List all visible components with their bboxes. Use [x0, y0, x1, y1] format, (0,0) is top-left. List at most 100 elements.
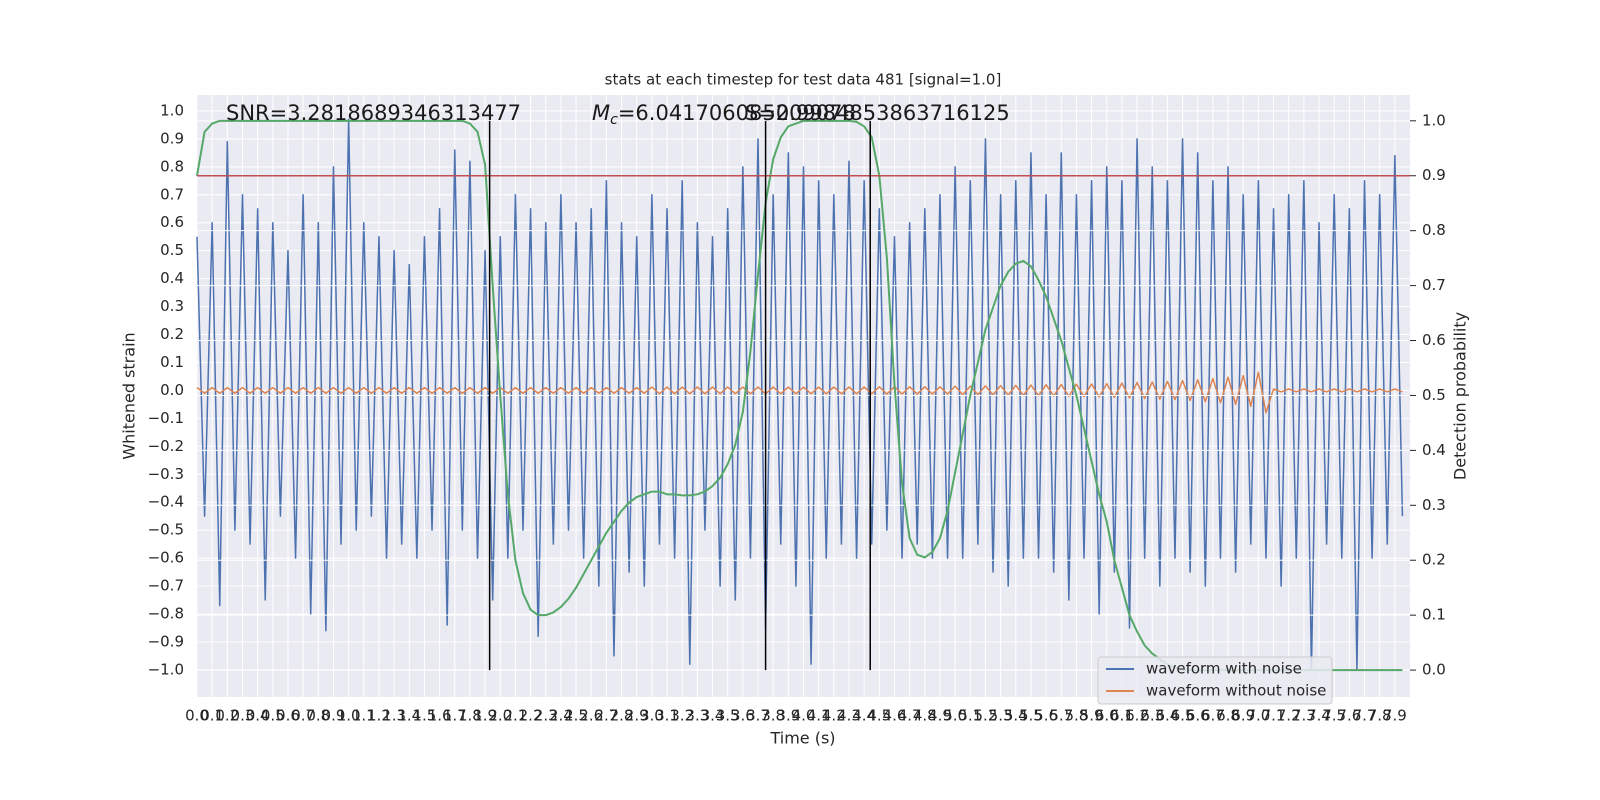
y2-tick-label: 0.6: [1422, 331, 1446, 349]
x-tick-label: 5.7: [1049, 707, 1073, 725]
x-tick-label: 6.1: [1110, 707, 1134, 725]
y2-tick-label: 0.4: [1422, 441, 1446, 459]
x-tick-label: 3.8: [761, 707, 785, 725]
series-line: [196, 371, 1403, 414]
x-tick-label: 4.8: [913, 707, 937, 725]
x-tick-label: 4.4: [852, 707, 876, 725]
x-tick-label: 7.9: [1383, 707, 1407, 725]
x-tick-label: 5.0: [943, 707, 967, 725]
y-tick-label: 0.2: [160, 325, 184, 343]
x-tick-label: 6.3: [1140, 707, 1164, 725]
y-tick-label: −0.1: [148, 409, 184, 427]
y-tick-label: −0.9: [148, 632, 184, 650]
x-tick-label: 6.9: [1231, 707, 1255, 725]
x-tick-label: 5.5: [1019, 707, 1043, 725]
x-tick-label: 7.8: [1368, 707, 1392, 725]
x-tick-label: 4.3: [837, 707, 861, 725]
annotation: SNR=3.2818689346313477: [226, 101, 521, 125]
y-tick-label: −1.0: [148, 660, 184, 678]
x-tick-label: 7.0: [1246, 707, 1270, 725]
x-tick-label: 0.8: [306, 707, 330, 725]
x-tick-label: 5.4: [1004, 707, 1028, 725]
x-tick-label: 7.5: [1322, 707, 1346, 725]
x-tick-label: 1.8: [458, 707, 482, 725]
y-tick-label: 1.0: [160, 101, 184, 119]
x-tick-label: 0.4: [246, 707, 270, 725]
y-tick-label: 0.8: [160, 157, 184, 175]
y2-tick-label: 0.3: [1422, 496, 1446, 514]
x-tick-label: 3.6: [731, 707, 755, 725]
x-tick-label: 0.9: [322, 707, 346, 725]
x-tick-label: 1.5: [413, 707, 437, 725]
y-tick-label: 0.5: [160, 241, 184, 259]
x-tick-label: 7.2: [1277, 707, 1301, 725]
x-tick-label: 1.4: [397, 707, 421, 725]
series-line: [196, 118, 1404, 671]
y-tick-label: −0.6: [148, 549, 184, 567]
x-tick-label: 5.8: [1064, 707, 1088, 725]
y-axis-label: Whitened strain: [120, 332, 139, 459]
x-tick-label: 3.5: [716, 707, 740, 725]
x-tick-label: 1.9: [473, 707, 497, 725]
x-tick-label: 2.0: [488, 707, 512, 725]
x-tick-label: 0.5: [261, 707, 285, 725]
x-tick-label: 0.6: [276, 707, 300, 725]
y-tick-label: −0.4: [148, 493, 184, 511]
x-tick-label: 5.6: [1034, 707, 1058, 725]
x-tick-label: 1.3: [382, 707, 406, 725]
x-tick-label: 6.6: [1186, 707, 1210, 725]
y-tick-label: 0.9: [160, 129, 184, 147]
x-tick-label: 3.1: [655, 707, 679, 725]
x-tick-label: 3.7: [746, 707, 770, 725]
x-tick-label: 0.7: [291, 707, 315, 725]
x-tick-label: 3.2: [670, 707, 694, 725]
x-tick-label: 5.1: [958, 707, 982, 725]
x-tick-label: 6.8: [1216, 707, 1240, 725]
x-tick-label: 4.1: [807, 707, 831, 725]
x-tick-label: 6.4: [1155, 707, 1179, 725]
x-tick-label: 6.0: [1095, 707, 1119, 725]
y-tick-label: 0.7: [160, 185, 184, 203]
x-tick-label: 6.7: [1201, 707, 1225, 725]
x-tick-label: 7.6: [1337, 707, 1361, 725]
x-tick-label: 1.7: [443, 707, 467, 725]
x-tick-label: 1.6: [428, 707, 452, 725]
x-tick-label: 2.6: [579, 707, 603, 725]
annotation-subscript: c: [610, 112, 618, 128]
x-tick-label: 1.2: [367, 707, 391, 725]
annotation: S=0.9984853863716125: [745, 101, 1010, 125]
x-tick-label: 2.3: [534, 707, 558, 725]
y2-tick-label: 0.9: [1422, 166, 1446, 184]
x-tick-label: 3.9: [776, 707, 800, 725]
x-tick-label: 0.1: [200, 707, 224, 725]
x-tick-label: 2.9: [625, 707, 649, 725]
x-tick-label: 4.0: [792, 707, 816, 725]
x-tick-label: 1.1: [352, 707, 376, 725]
y-tick-label: −0.8: [148, 604, 184, 622]
x-tick-label: 0.3: [231, 707, 255, 725]
x-tick-label: 4.7: [898, 707, 922, 725]
x-tick-label: 7.1: [1262, 707, 1286, 725]
x-tick-label: 3.3: [685, 707, 709, 725]
x-tick-label: 6.2: [1125, 707, 1149, 725]
x-tick-label: 0.0: [185, 707, 209, 725]
x-tick-label: 4.2: [822, 707, 846, 725]
x-axis-label: Time (s): [769, 729, 835, 748]
y2-tick-label: 0.8: [1422, 221, 1446, 239]
x-tick-label: 4.6: [883, 707, 907, 725]
x-tick-label: 2.1: [503, 707, 527, 725]
x-tick-label: 5.2: [974, 707, 998, 725]
y2-tick-label: 0.7: [1422, 276, 1446, 294]
x-tick-label: 2.8: [610, 707, 634, 725]
x-tick-label: 3.0: [640, 707, 664, 725]
x-tick-label: 5.9: [1080, 707, 1104, 725]
x-tick-label: 3.4: [701, 707, 725, 725]
y-tick-label: 0.0: [160, 381, 184, 399]
x-tick-label: 5.3: [989, 707, 1013, 725]
x-tick-label: 7.4: [1307, 707, 1331, 725]
annotation-text: =6.041706085209078: [618, 101, 856, 125]
y2-tick-label: 0.1: [1422, 606, 1446, 624]
x-tick-label: 4.5: [867, 707, 891, 725]
annotation: Mc=6.041706085209078: [592, 101, 856, 128]
